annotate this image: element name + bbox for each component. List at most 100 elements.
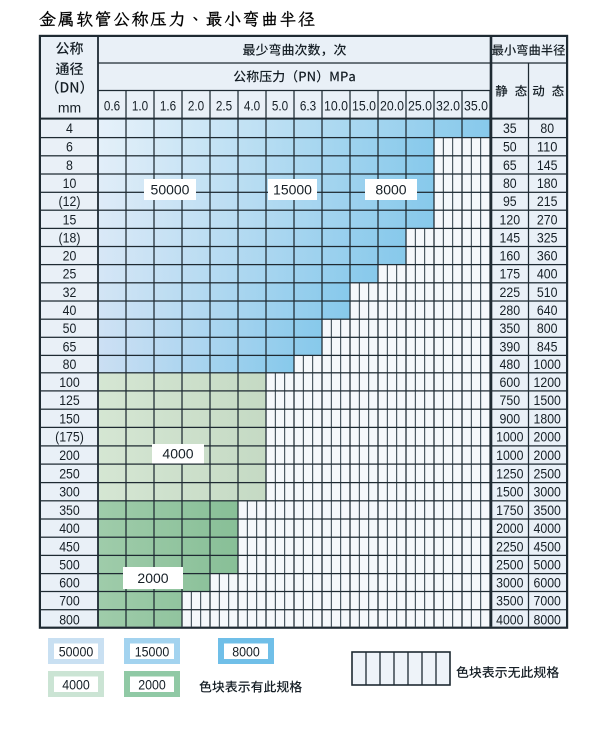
svg-text:250: 250 [59,465,80,481]
svg-text:175: 175 [500,266,521,282]
svg-text:20.0: 20.0 [380,97,404,113]
svg-text:3000: 3000 [496,575,524,591]
svg-text:6000: 6000 [534,575,562,591]
svg-text:1000: 1000 [534,356,562,372]
svg-text:6: 6 [66,139,73,155]
svg-text:125: 125 [59,392,80,408]
svg-text:2.0: 2.0 [188,97,204,113]
svg-text:4000: 4000 [62,678,90,693]
svg-text:80: 80 [63,356,77,372]
svg-text:145: 145 [537,157,558,173]
svg-text:325: 325 [537,229,558,245]
svg-text:800: 800 [537,320,558,336]
svg-text:4.0: 4.0 [244,97,260,113]
svg-text:120: 120 [500,211,521,227]
svg-text:1250: 1250 [496,465,524,481]
svg-text:25: 25 [63,266,77,282]
svg-text:10.0: 10.0 [324,97,348,113]
svg-text:510: 510 [537,284,558,300]
svg-text:2500: 2500 [534,465,562,481]
svg-text:500: 500 [59,557,80,573]
svg-text:1750: 1750 [496,502,524,518]
svg-text:1200: 1200 [534,374,562,390]
svg-text:845: 845 [537,338,558,354]
svg-text:600: 600 [500,374,521,390]
svg-text:7000: 7000 [534,593,562,609]
svg-text:5000: 5000 [534,557,562,573]
svg-text:2500: 2500 [496,557,524,573]
svg-text:50: 50 [503,139,517,155]
svg-text:(12): (12) [59,193,81,209]
svg-text:3000: 3000 [534,484,562,500]
svg-text:390: 390 [500,338,521,354]
svg-text:150: 150 [59,410,80,426]
svg-text:1500: 1500 [534,392,562,408]
svg-text:20: 20 [63,248,77,264]
svg-text:1500: 1500 [496,484,524,500]
svg-text:1000: 1000 [496,429,524,445]
svg-text:1000: 1000 [496,447,524,463]
svg-text:145: 145 [500,229,521,245]
svg-text:160: 160 [500,248,521,264]
svg-text:1.0: 1.0 [132,97,148,113]
svg-text:215: 215 [537,193,558,209]
svg-text:2000: 2000 [137,570,168,586]
svg-text:80: 80 [503,175,517,191]
svg-text:2250: 2250 [496,538,524,554]
svg-text:15.0: 15.0 [352,97,376,113]
svg-text:280: 280 [500,302,521,318]
svg-text:2000: 2000 [138,678,166,693]
svg-text:100: 100 [59,374,80,390]
svg-text:mm: mm [58,100,81,116]
svg-text:2.5: 2.5 [216,97,232,113]
svg-text:8000: 8000 [375,181,406,197]
svg-text:8000: 8000 [534,611,562,627]
svg-text:32: 32 [63,284,77,300]
svg-text:400: 400 [537,266,558,282]
svg-text:750: 750 [500,392,521,408]
svg-text:65: 65 [63,338,77,354]
svg-text:900: 900 [500,410,521,426]
svg-text:2000: 2000 [496,520,524,536]
svg-text:3500: 3500 [534,502,562,518]
svg-text:8000: 8000 [232,645,260,660]
svg-text:200: 200 [59,447,80,463]
svg-text:480: 480 [500,356,521,372]
svg-text:2000: 2000 [534,429,562,445]
svg-text:350: 350 [500,320,521,336]
svg-text:(175): (175) [55,429,84,445]
svg-text:8: 8 [66,157,73,173]
svg-text:1.6: 1.6 [160,97,176,113]
svg-text:15: 15 [63,211,77,227]
svg-text:65: 65 [503,157,517,173]
svg-text:3500: 3500 [496,593,524,609]
svg-text:95: 95 [503,193,517,209]
svg-text:600: 600 [59,575,80,591]
svg-text:15000: 15000 [273,181,312,197]
svg-text:800: 800 [59,611,80,627]
svg-text:400: 400 [59,520,80,536]
svg-text:32.0: 32.0 [436,97,460,113]
svg-text:225: 225 [500,284,521,300]
svg-text:360: 360 [537,248,558,264]
svg-text:50000: 50000 [59,645,94,660]
svg-text:80: 80 [540,120,554,136]
svg-text:35.0: 35.0 [464,97,488,113]
svg-text:300: 300 [59,484,80,500]
svg-text:25.0: 25.0 [408,97,432,113]
svg-text:5.0: 5.0 [272,97,288,113]
svg-text:270: 270 [537,211,558,227]
svg-text:4000: 4000 [162,446,193,462]
svg-text:(18): (18) [59,229,81,245]
svg-text:50000: 50000 [151,181,190,197]
svg-text:4000: 4000 [496,611,524,627]
svg-text:0.6: 0.6 [104,97,120,113]
svg-text:110: 110 [537,139,558,155]
svg-text:4000: 4000 [534,520,562,536]
svg-text:4: 4 [66,120,73,136]
svg-text:2000: 2000 [534,447,562,463]
svg-text:15000: 15000 [135,645,170,660]
svg-text:700: 700 [59,593,80,609]
svg-text:180: 180 [537,175,558,191]
svg-text:1800: 1800 [534,410,562,426]
